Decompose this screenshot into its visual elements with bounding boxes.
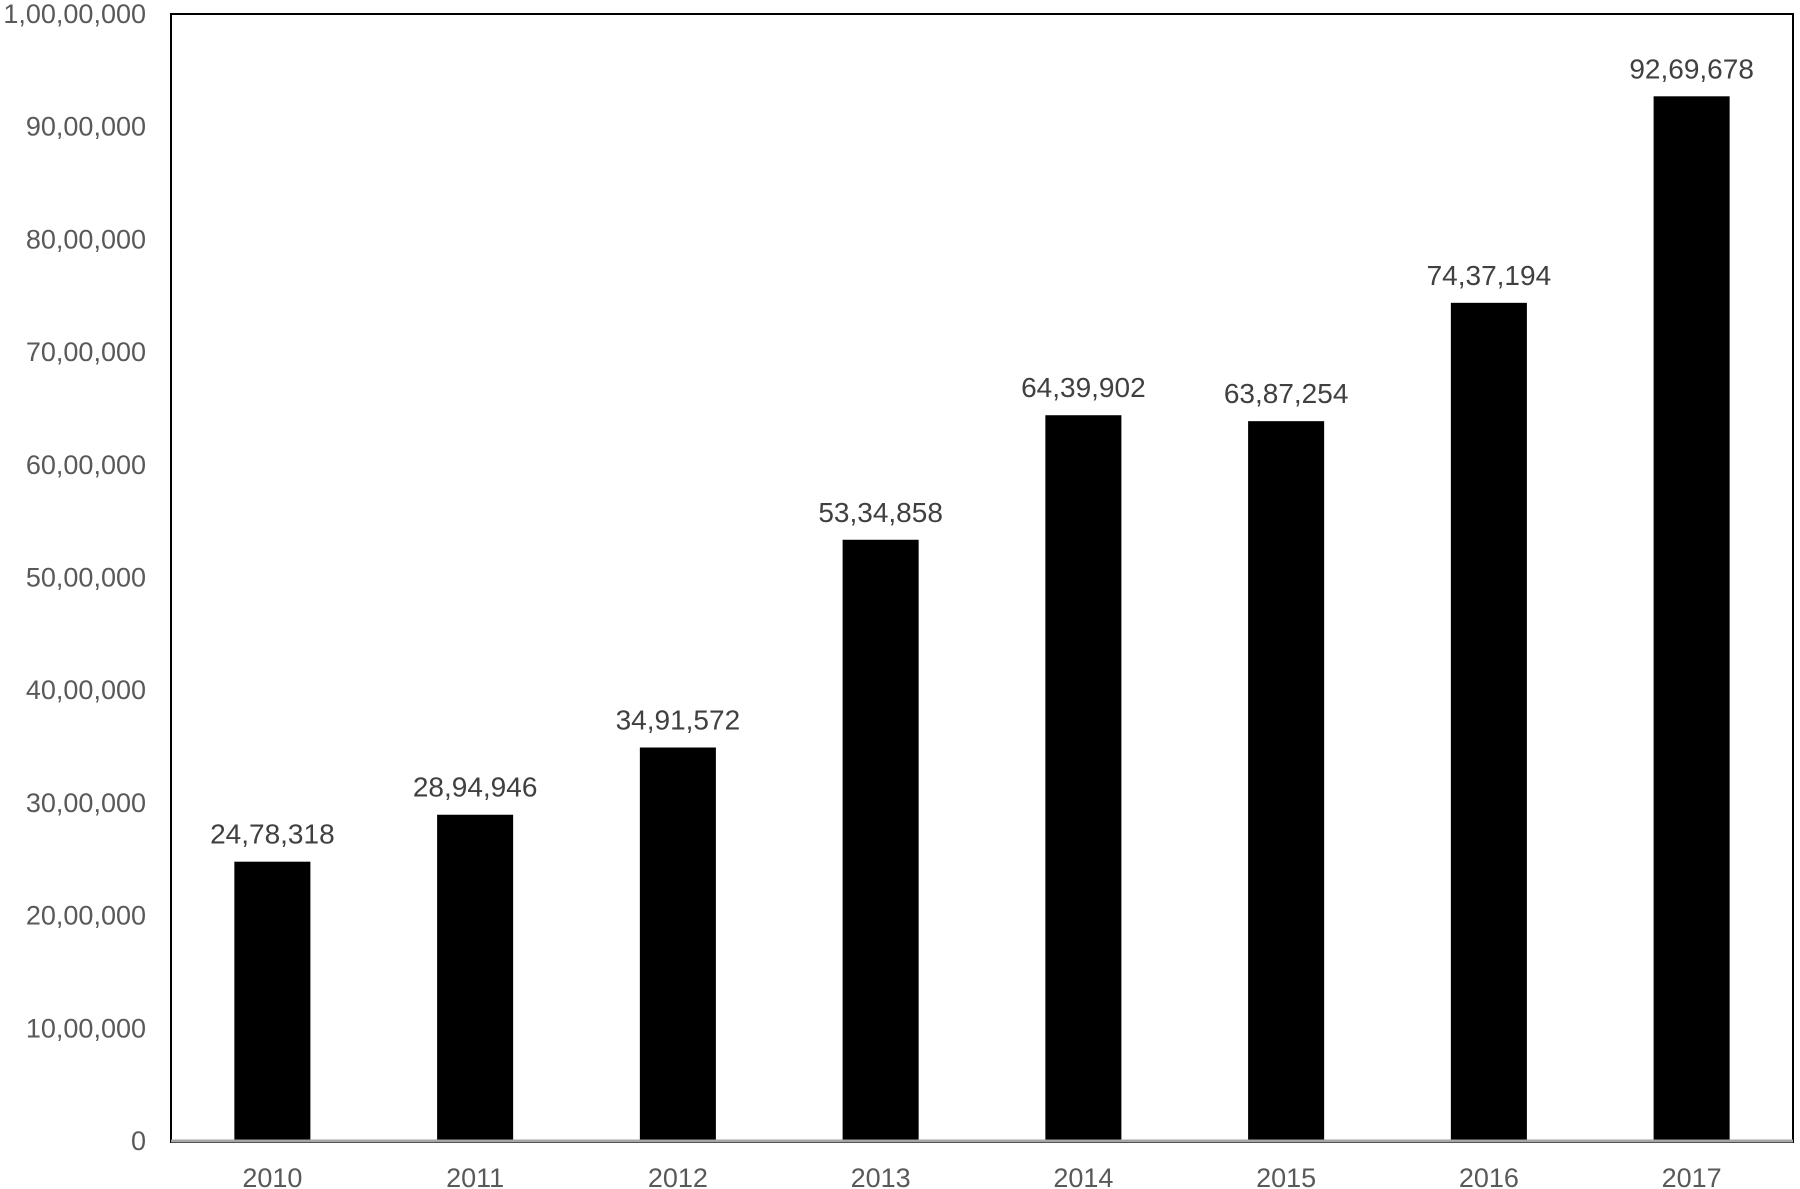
y-tick-label: 70,00,000: [26, 337, 146, 367]
y-tick-label: 80,00,000: [26, 224, 146, 254]
bar-2016: [1450, 302, 1527, 1141]
data-label-2012: 34,91,572: [616, 704, 741, 735]
data-label-2014: 64,39,902: [1021, 372, 1146, 403]
y-tick-label: 30,00,000: [26, 788, 146, 818]
data-label-2013: 53,34,858: [818, 497, 943, 528]
x-axis-labels: 2010 2011 2012 2013 2014 2015 2016 2017: [242, 1163, 1721, 1189]
y-tick-label: 90,00,000: [26, 112, 146, 142]
bar-2010: [234, 861, 311, 1141]
y-axis-ticks: 0 10,00,000 20,00,000 30,00,000 40,00,000 50,…: [3, 0, 146, 1156]
bar-2013: [842, 539, 919, 1141]
bar-2015: [1248, 421, 1325, 1141]
data-label-2017: 92,69,678: [1629, 53, 1754, 84]
plot-frame: [170, 13, 1794, 1143]
x-tick-label: 2016: [1459, 1163, 1519, 1189]
bar-2017: [1653, 96, 1730, 1142]
bar-2014: [1045, 415, 1122, 1142]
x-tick-label: 2011: [446, 1163, 504, 1189]
y-tick-label: 40,00,000: [26, 675, 146, 705]
y-tick-label: 20,00,000: [26, 901, 146, 931]
x-tick-label: 2015: [1256, 1163, 1316, 1189]
data-labels: 24,78,318 28,94,946 34,91,572 53,34,858 64,3…: [210, 53, 1754, 849]
data-label-2010: 24,78,318: [210, 819, 335, 850]
data-label-2011: 28,94,946: [413, 772, 538, 803]
data-label-2015: 63,87,254: [1224, 378, 1349, 409]
y-tick-label: 0: [131, 1126, 146, 1156]
y-tick-label: 50,00,000: [26, 563, 146, 593]
x-tick-label: 2013: [851, 1163, 911, 1189]
data-label-2016: 74,37,194: [1427, 260, 1552, 291]
x-tick-label: 2012: [648, 1163, 708, 1189]
x-tick-label: 2017: [1662, 1163, 1722, 1189]
bars: [234, 96, 1730, 1142]
x-tick-label: 2010: [242, 1163, 302, 1189]
y-tick-label: 10,00,000: [26, 1013, 146, 1043]
x-tick-label: 2014: [1053, 1163, 1113, 1189]
y-tick-label: 60,00,000: [26, 450, 146, 480]
bar-2011: [437, 814, 514, 1141]
y-tick-label: 1,00,00,000: [3, 0, 146, 29]
bar-2012: [639, 747, 716, 1141]
